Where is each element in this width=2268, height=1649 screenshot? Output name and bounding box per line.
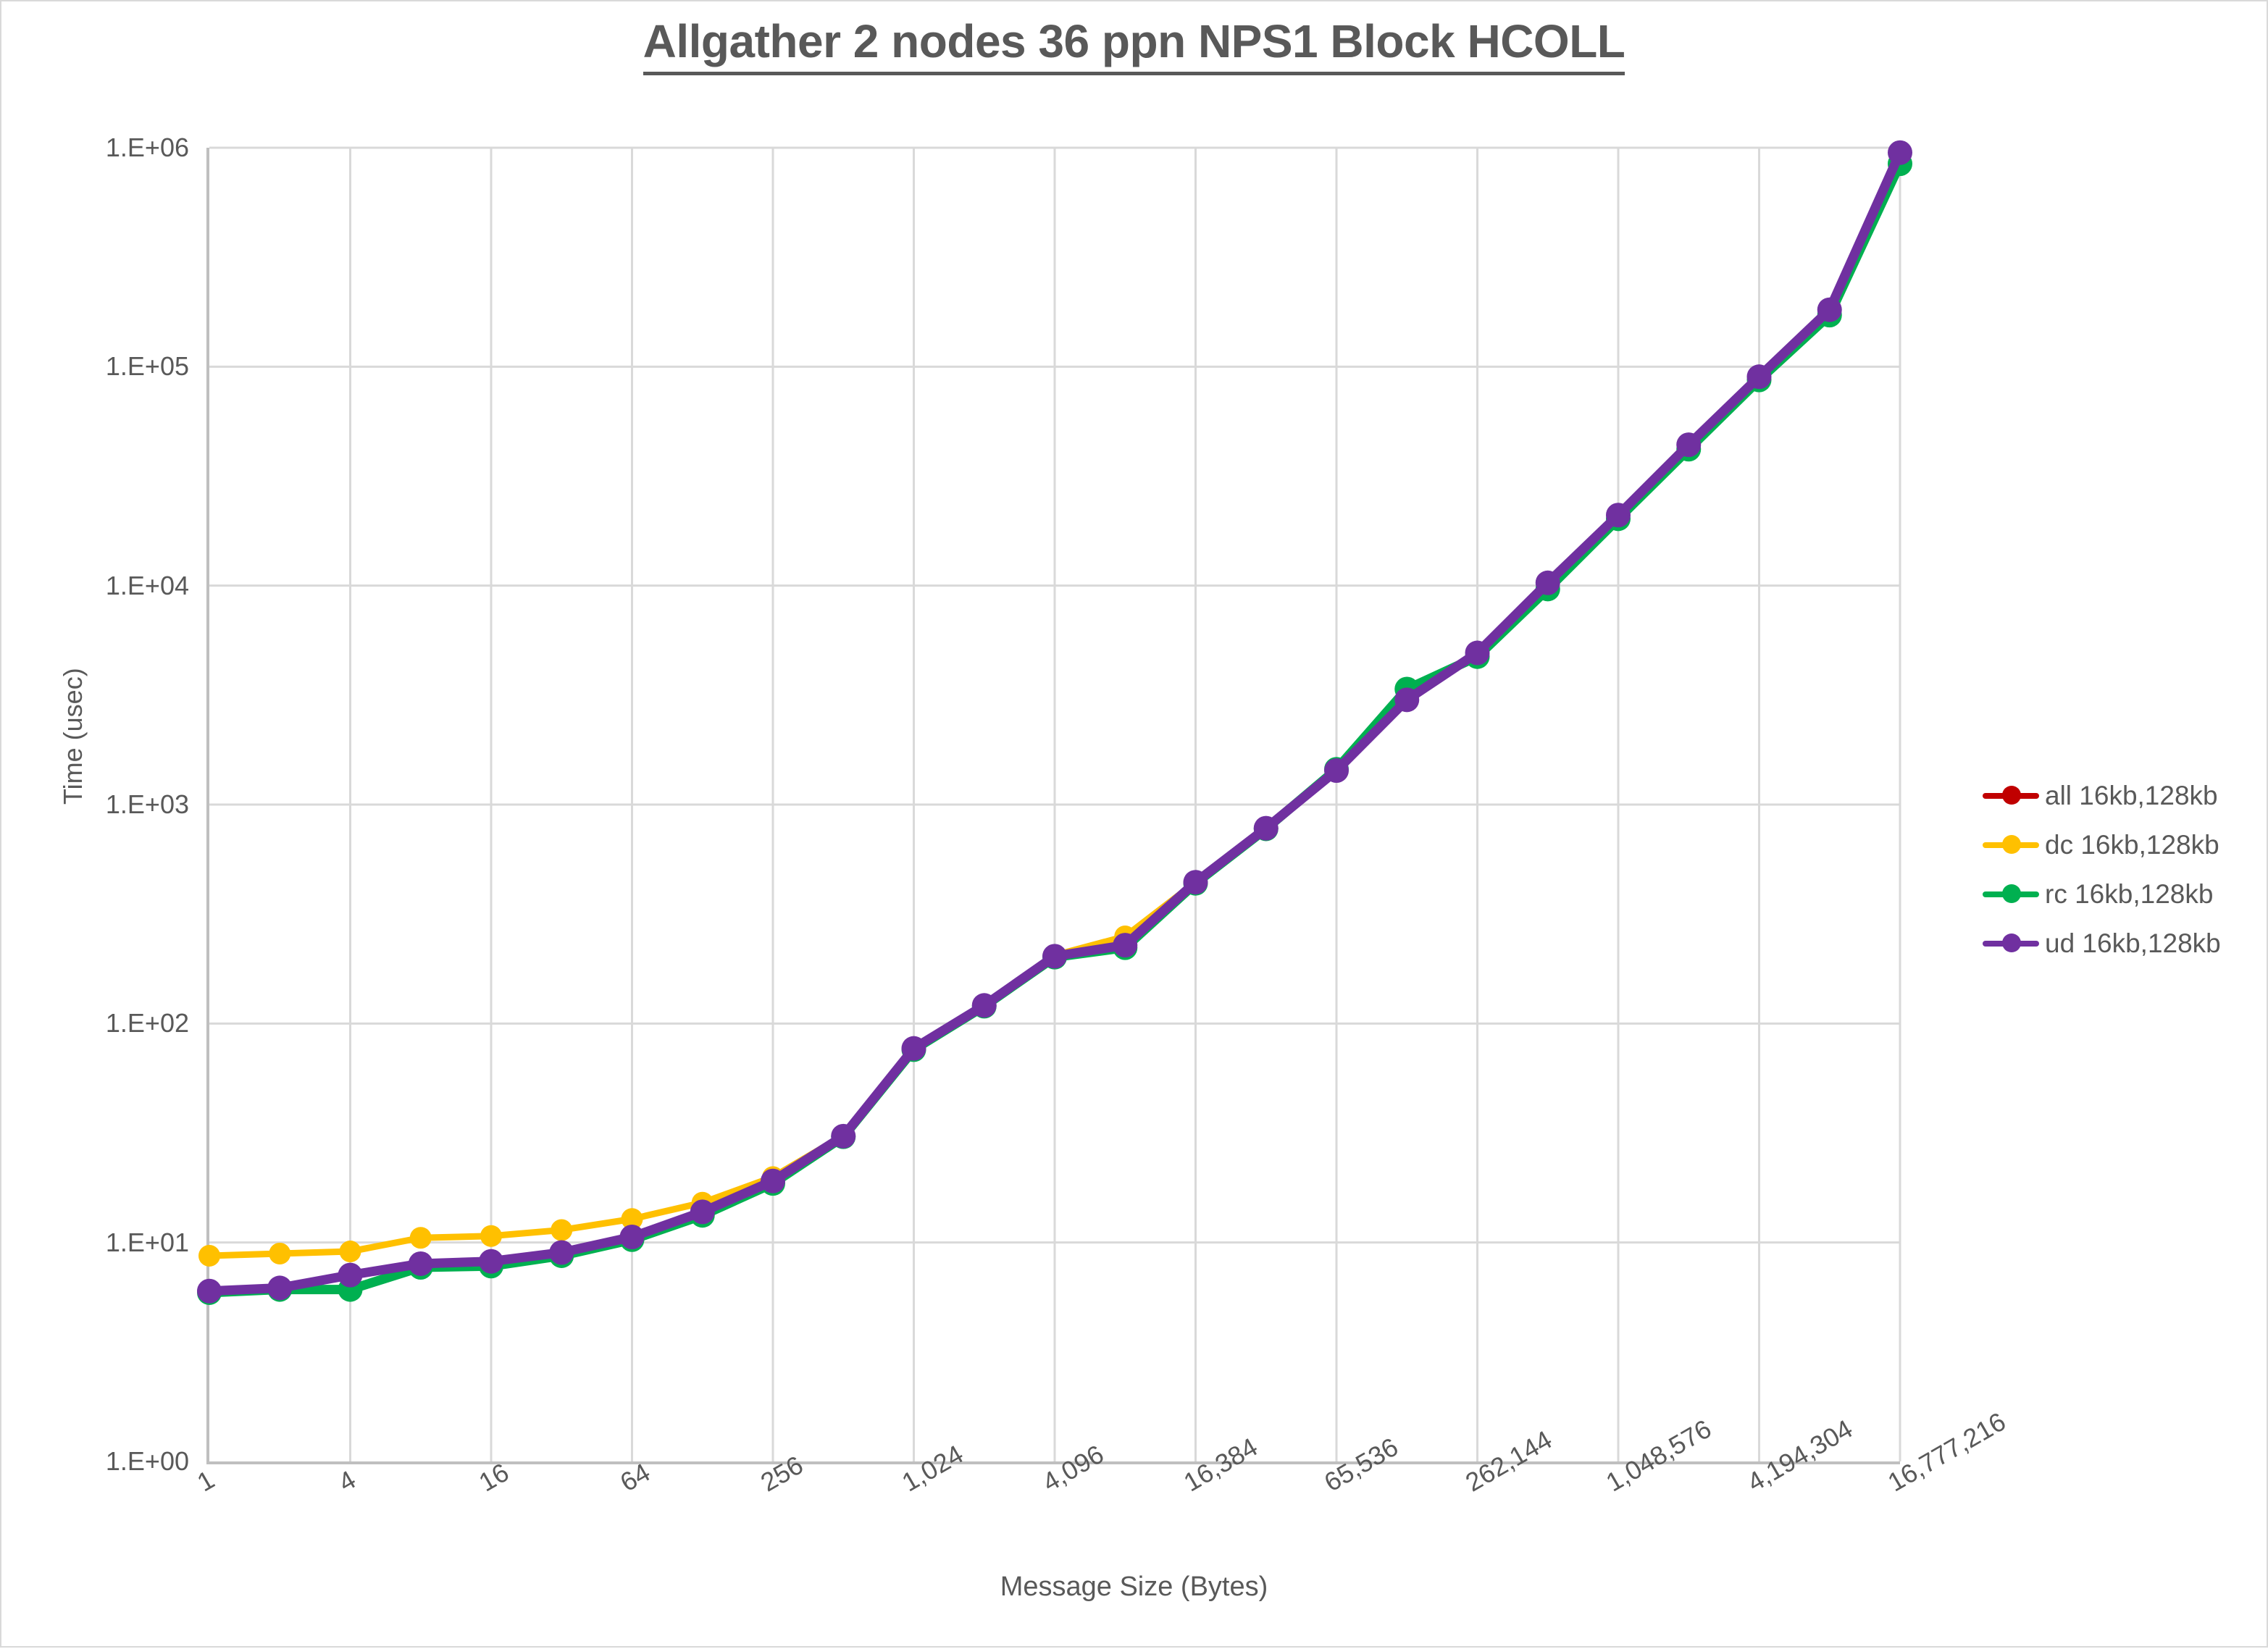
- legend-item[interactable]: dc 16kb,128kb: [1983, 821, 2258, 870]
- chart-title-text: Allgather 2 nodes 36 ppn NPS1 Block HCOL…: [643, 15, 1625, 75]
- data-point: [1676, 432, 1702, 458]
- x-tick-label: 4,194,304: [1741, 1413, 1857, 1498]
- legend-marker-icon: [1983, 785, 2039, 807]
- legend-label: ud 16kb,128kb: [2045, 928, 2221, 958]
- y-tick-label: 1.E+05: [105, 351, 189, 382]
- data-point: [197, 1278, 222, 1304]
- data-point: [339, 1241, 361, 1263]
- data-point: [1324, 758, 1349, 784]
- data-point: [338, 1262, 363, 1288]
- x-axis-title: Message Size (Bytes): [1000, 1572, 1268, 1602]
- legend-item[interactable]: rc 16kb,128kb: [1983, 870, 2258, 919]
- data-point: [761, 1168, 785, 1193]
- y-tick-label: 1.E+02: [105, 1008, 189, 1039]
- y-tick-label: 1.E+04: [105, 570, 189, 600]
- legend-marker-icon: [1983, 884, 2039, 905]
- data-point: [1394, 687, 1420, 713]
- y-tick-label: 1.E+01: [105, 1227, 189, 1257]
- x-tick-label: 16,384: [1178, 1431, 1263, 1498]
- data-point: [1253, 815, 1279, 841]
- legend-marker-icon: [1983, 834, 2039, 856]
- legend-label: all 16kb,128kb: [2045, 781, 2218, 810]
- data-point: [1606, 503, 1631, 528]
- legend-item[interactable]: all 16kb,128kb: [1983, 771, 2258, 821]
- data-point: [1535, 570, 1560, 595]
- data-point: [1042, 944, 1067, 969]
- x-tick-label: 4: [332, 1464, 361, 1498]
- series-ud: [197, 140, 1912, 1304]
- x-tick-label: 4,096: [1037, 1438, 1109, 1498]
- data-point: [479, 1249, 503, 1274]
- data-point: [621, 1208, 643, 1230]
- data-point: [1113, 933, 1138, 958]
- data-point: [1465, 640, 1490, 666]
- x-tick-label: 16,777,216: [1883, 1406, 2011, 1498]
- page-title: Allgather 2 nodes 36 ppn NPS1 Block HCOL…: [1, 14, 2267, 75]
- data-point: [198, 1244, 220, 1267]
- x-tick-label: 1: [192, 1464, 219, 1498]
- y-tick-label: 1.E+06: [105, 133, 189, 162]
- x-tick-label: 65,536: [1319, 1431, 1403, 1498]
- data-point: [1183, 870, 1208, 895]
- data-point: [551, 1219, 573, 1241]
- data-point: [408, 1251, 433, 1276]
- y-tick-label: 1.E+00: [105, 1446, 189, 1476]
- data-point: [1817, 297, 1842, 322]
- data-point: [901, 1036, 926, 1061]
- data-point: [1888, 140, 1912, 165]
- y-axis-tick-labels: 1.E+06 1.E+05 1.E+04 1.E+03 1.E+02 1.E+01 1.E+…: [1, 1, 206, 1649]
- data-point: [409, 1227, 432, 1249]
- plot-area: [197, 140, 1912, 1464]
- data-point: [1746, 364, 1772, 390]
- legend-item[interactable]: ud 16kb,128kb: [1983, 919, 2258, 968]
- x-tick-label: 64: [614, 1456, 655, 1498]
- data-point: [619, 1225, 645, 1250]
- x-tick-label: 256: [756, 1449, 808, 1498]
- x-tick-label: 1,048,576: [1601, 1413, 1717, 1498]
- legend-label: rc 16kb,128kb: [2045, 879, 2214, 909]
- x-tick-label: 1,024: [896, 1438, 968, 1498]
- data-point: [690, 1199, 715, 1225]
- y-tick-label: 1.E+03: [105, 789, 189, 819]
- data-point: [831, 1123, 856, 1149]
- data-point: [480, 1225, 502, 1247]
- legend-label: dc 16kb,128kb: [2045, 830, 2219, 860]
- data-point: [267, 1275, 293, 1301]
- legend: all 16kb,128kb dc 16kb,128kb rc 16kb,128kb…: [1983, 771, 2258, 968]
- legend-marker-icon: [1983, 933, 2039, 954]
- data-point: [269, 1242, 291, 1264]
- x-tick-label: 262,144: [1460, 1424, 1557, 1498]
- data-point: [549, 1240, 574, 1265]
- plot-svg: [197, 140, 1912, 1461]
- data-point: [971, 993, 997, 1018]
- x-tick-label: 16: [474, 1456, 514, 1498]
